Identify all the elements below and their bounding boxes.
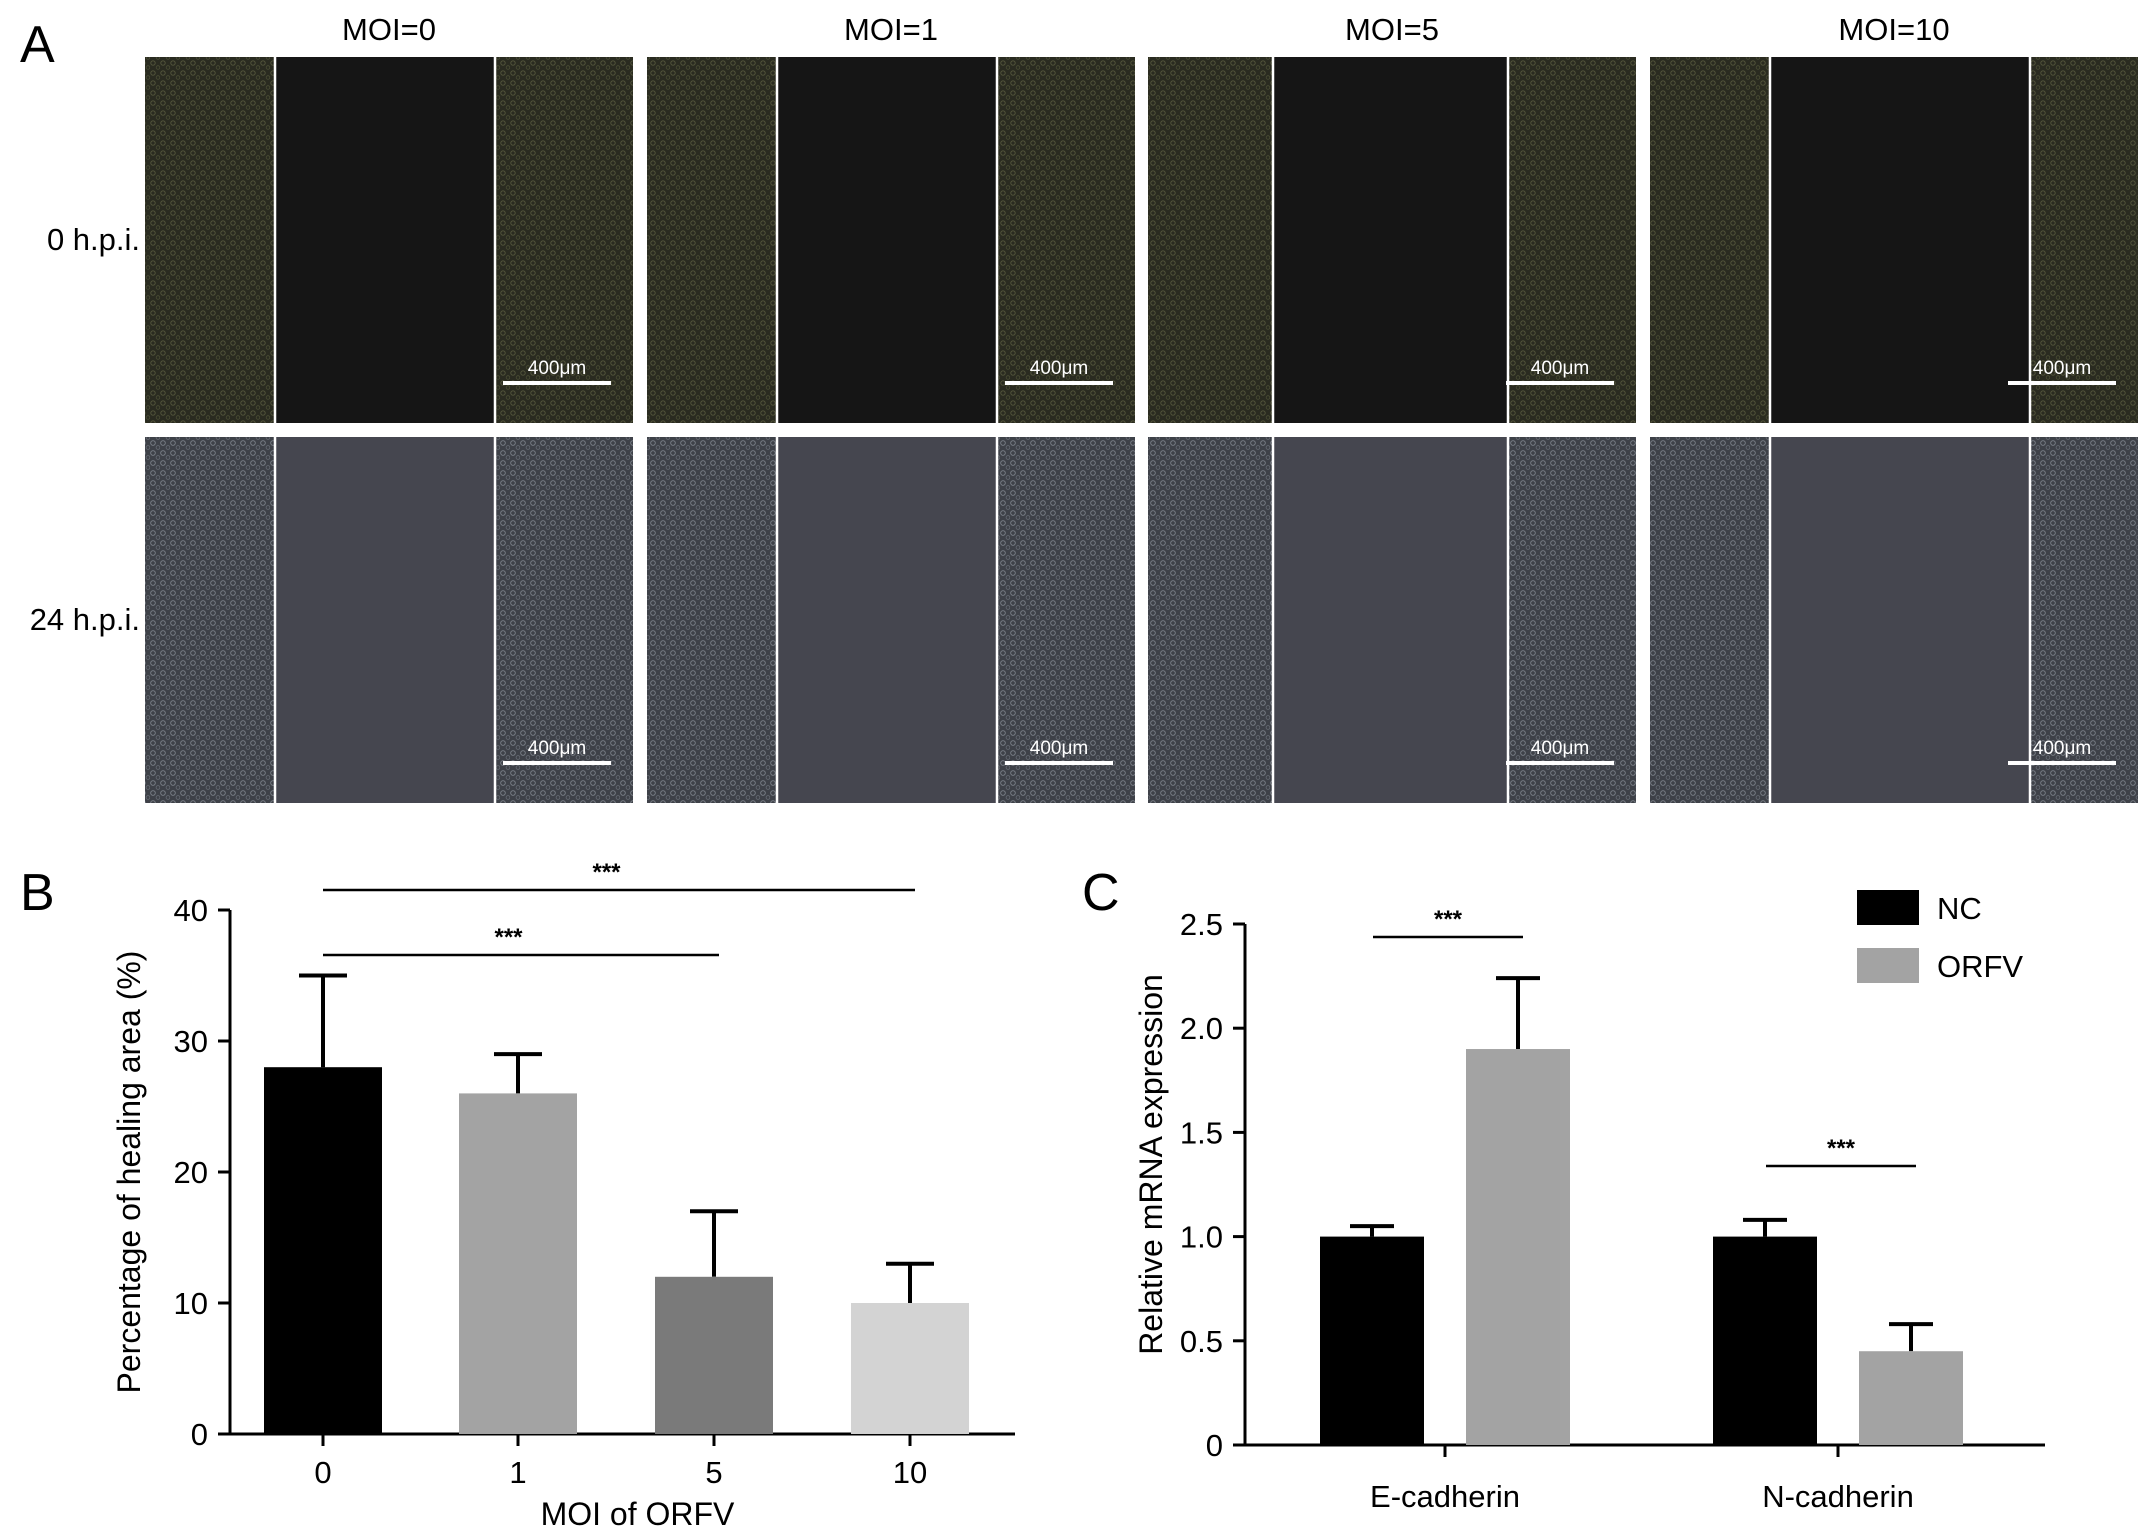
legend-swatch-nc [1857,890,1919,925]
y-axis-title: Percentage of healing area (%) [111,951,147,1394]
micrograph-column-labels: MOI=0 MOI=1 MOI=5 MOI=10 [342,12,1950,47]
x-tick-label: 0 [314,1455,331,1490]
x-tick-label: N-cadherin [1762,1479,1914,1514]
y-tick-label: 2.0 [1180,1011,1223,1046]
scale-bar-label: 400μm [2033,358,2091,379]
micrograph-tile: 400μm [647,437,1135,803]
legend-label-nc: NC [1937,891,1982,926]
x-tick-label: 1 [509,1455,526,1490]
bar-moi-5 [655,1276,773,1434]
y-tick-label: 0 [191,1417,208,1452]
y-tick-label: 30 [174,1024,208,1059]
micrograph-tile: 400μm [145,57,633,423]
mrna-expression-bar-chart: 0 0.5 1.0 1.5 2.0 2.5 E-cadherin N-cadherin Rela… [1133,890,2045,1514]
legend-label-orfv: ORFV [1937,949,2023,984]
micrograph-tile: 400μm [1650,57,2138,423]
micrograph-tile: 400μm [1650,437,2138,803]
x-axis-title: MOI of ORFV [541,1496,735,1532]
scale-bar-label: 400μm [2033,738,2091,759]
wound-healing-micrographs: MOI=0 MOI=1 MOI=5 MOI=10 0 h.p.i.24 h.p.i. … [30,12,2138,803]
bar-moi-10 [851,1303,969,1434]
micrograph-column-label: MOI=5 [1345,12,1439,47]
micrograph-column-label: MOI=1 [844,12,938,47]
micrograph-tile: 400μm [1148,437,1636,803]
micrograph-tile: 400μm [1148,57,1636,423]
scratch-gap [275,57,495,423]
scratch-gap [777,437,997,803]
scale-bar-label: 400μm [1030,738,1088,759]
bar-orfv-e-cadherin [1466,1049,1570,1445]
y-tick-label: 0.5 [1180,1324,1223,1359]
x-tick-label: 5 [705,1455,722,1490]
legend-swatch-orfv [1857,948,1919,983]
bar-moi-1 [459,1093,577,1434]
micrograph-row-label: 0 h.p.i. [47,222,140,257]
y-tick-label: 2.5 [1180,907,1223,942]
micrograph-tile: 400μm [647,57,1135,423]
scratch-gap [1273,57,1508,423]
panel-letter-c: C [1082,864,1120,922]
bar-nc-n-cadherin [1713,1236,1817,1445]
micrograph-column-label: MOI=0 [342,12,436,47]
significance-marker: *** [1827,1135,1856,1162]
legend: NC ORFV [1857,890,2023,984]
micrograph-row-labels: 0 h.p.i. 24 h.p.i. [30,222,140,637]
panel-letter-b: B [20,864,55,922]
significance-marker: *** [1434,906,1463,933]
y-tick-label: 1.0 [1180,1220,1223,1255]
scale-bar-label: 400μm [528,358,586,379]
scale-bar-label: 400μm [1531,358,1589,379]
y-tick-label: 20 [174,1155,208,1190]
micrograph-tiles: 400μm 400μm 400μm 400μm 400μm 400μm 400μm 400μm [145,57,2138,803]
scale-bar-label: 400μm [1531,738,1589,759]
micrograph-tile: 400μm [145,437,633,803]
micrograph-column-label: MOI=10 [1838,12,1949,47]
scratch-gap [1273,437,1508,803]
bar-orfv-n-cadherin [1859,1351,1963,1445]
x-tick-label: 10 [893,1455,927,1490]
healing-area-bar-chart: 0 10 20 30 40 0 1 5 10 MOI of ORFV Percentage of h… [111,859,1015,1532]
y-tick-label: 10 [174,1286,208,1321]
significance-marker: *** [494,924,523,951]
y-tick-label: 1.5 [1180,1115,1223,1150]
panel-letter-a: A [20,16,55,74]
y-axis-title: Relative mRNA expression [1133,974,1169,1355]
y-tick-label: 40 [174,893,208,928]
scratch-gap [1770,437,2030,803]
micrograph-row-label: 24 h.p.i. [30,602,140,637]
x-tick-label: E-cadherin [1370,1479,1520,1514]
scratch-gap [275,437,495,803]
y-tick-label: 0 [1206,1428,1223,1463]
scratch-gap [777,57,997,423]
scale-bar-label: 400μm [1030,358,1088,379]
scratch-gap [1770,57,2030,423]
significance-marker: *** [592,859,621,886]
bar-nc-e-cadherin [1320,1236,1424,1445]
scale-bar-label: 400μm [528,738,586,759]
bar-moi-0 [264,1067,382,1434]
